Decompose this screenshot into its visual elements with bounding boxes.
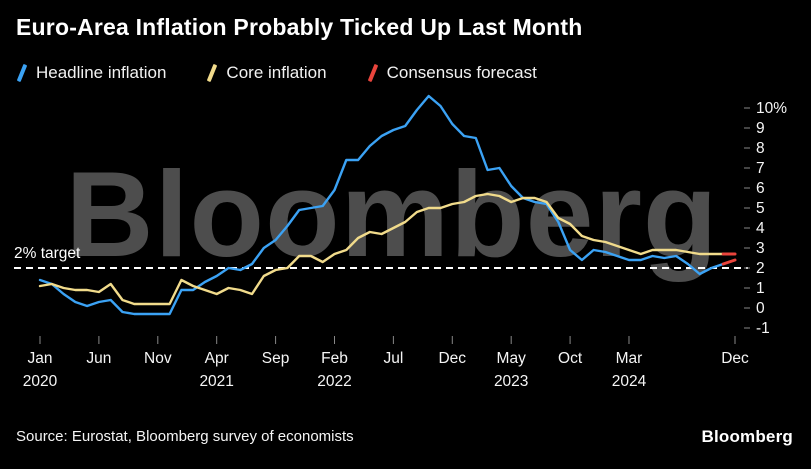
legend-item-consensus-forecast: Consensus forecast <box>367 63 537 83</box>
chart-title: Euro-Area Inflation Probably Ticked Up L… <box>16 14 583 40</box>
x-axis-year-label: 2021 <box>199 373 233 390</box>
y-axis-label: 7 <box>756 160 765 177</box>
y-axis-label: 4 <box>756 220 765 237</box>
legend-label-headline: Headline inflation <box>36 63 167 82</box>
y-axis-label: 5 <box>756 200 765 217</box>
x-axis-month-label: Nov <box>144 350 172 367</box>
y-axis-label: 1 <box>756 280 765 297</box>
x-axis-month-label: Oct <box>558 350 583 367</box>
x-axis-year-label: 2024 <box>612 373 647 390</box>
x-axis-year-label: 2022 <box>317 373 351 390</box>
x-axis-month-label: Jan <box>28 350 53 367</box>
x-axis-year-label: 2023 <box>494 373 528 390</box>
target-line-label: 2% target <box>14 245 81 262</box>
legend-item-core-inflation: Core inflation <box>207 63 327 83</box>
bloomberg-watermark: Bloomberg <box>66 146 719 282</box>
y-axis-label: 10% <box>756 100 787 117</box>
x-axis-month-label: Mar <box>616 350 643 367</box>
y-axis-label: 2 <box>756 260 765 277</box>
x-axis-month-label: Sep <box>262 350 290 367</box>
x-axis-month-label: Dec <box>438 350 466 367</box>
forecast-segment-0 <box>721 258 737 266</box>
y-axis-label: -1 <box>756 320 770 337</box>
x-axis-month-label: Jun <box>86 350 111 367</box>
series-line-0 <box>38 94 725 316</box>
x-axis-month-label: May <box>497 350 527 367</box>
y-axis-label: 3 <box>756 240 765 257</box>
x-axis-year-label: 2020 <box>23 373 58 390</box>
bloomberg-logo: Bloomberg <box>701 427 793 446</box>
source-attribution: Source: Eurostat, Bloomberg survey of ec… <box>16 428 354 445</box>
series-line-1 <box>38 192 725 306</box>
x-axis-month-label: Jul <box>383 350 403 367</box>
x-axis-month-label: Apr <box>205 350 229 367</box>
y-axis-label: 6 <box>756 180 765 197</box>
y-axis-label: 0 <box>756 300 765 317</box>
legend-label-forecast: Consensus forecast <box>386 63 537 82</box>
x-axis-month-label: Feb <box>321 350 348 367</box>
legend-item-headline-inflation: Headline inflation <box>16 63 167 83</box>
y-axis-label: 8 <box>756 140 765 157</box>
legend-label-core: Core inflation <box>226 63 327 82</box>
x-axis-month-label: Dec <box>721 350 749 367</box>
chart-legend: Headline inflation Core inflation Consen… <box>16 63 537 83</box>
y-axis-label: 9 <box>756 120 765 137</box>
